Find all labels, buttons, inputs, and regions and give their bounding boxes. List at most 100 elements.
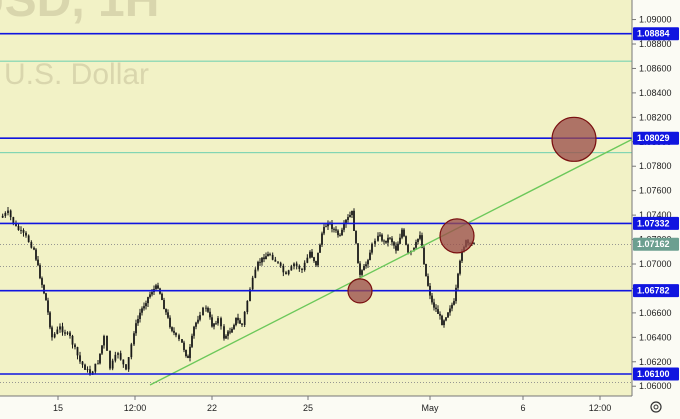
highlight-marker[interactable] [347,278,373,304]
time-axis-label: 15 [53,403,63,413]
candle-body [12,217,15,224]
candle-body [137,318,139,324]
candle-body [51,327,53,338]
candle-body [229,331,231,333]
candle-body [363,266,365,271]
candle-body [405,236,407,245]
candle-body [419,235,421,239]
gear-icon[interactable] [650,401,662,413]
level-price-tag-label: 1.06100 [637,369,670,379]
candle-body [147,297,149,304]
candle-body [195,322,197,327]
candle-body [293,263,295,267]
candle-body [181,339,183,343]
candle-body [383,240,385,242]
candle-body [163,299,165,310]
time-axis: 15 12:00 22 25 May 6 12:00 [53,396,611,413]
candle-body [361,270,363,275]
highlight-marker[interactable] [439,218,475,254]
candle-body [235,317,237,326]
candle-body [209,311,211,318]
price-series [1,207,475,376]
candle-body [323,226,325,234]
candle-body [215,323,217,325]
candle-body [327,223,329,227]
candle-body [99,353,101,364]
candle-body [130,344,133,358]
candle-body [423,247,425,265]
price-axis-label: 1.08200 [639,112,672,122]
candle-body [213,323,215,327]
candle-body [359,263,361,275]
candle-body [417,238,419,243]
price-axis-label: 1.07400 [639,210,672,220]
candle-body [457,273,459,288]
candle-body [185,349,187,357]
candle-body [295,263,298,266]
candle-body [139,312,141,319]
time-axis-label: 12:00 [589,403,612,413]
candle-body [453,301,455,305]
candle-body [335,229,337,231]
trendline[interactable] [149,138,633,386]
candle-body [15,223,17,227]
price-axis-label: 1.06000 [639,381,672,391]
candle-body [91,371,94,375]
level-price-tag [633,367,679,381]
candle-body [391,238,393,243]
candle-body [125,364,127,370]
candle-body [243,311,246,325]
candle-body [257,261,259,270]
candle-body [4,213,7,216]
candle-body [223,326,225,339]
candle-body [269,254,271,255]
candle-body [84,364,86,370]
candle-body [249,289,251,302]
candle-body [241,323,243,325]
candle-body [263,257,265,260]
candle-body [64,332,66,334]
current-price-tag [633,237,679,251]
candle-body [303,262,306,270]
candle-body [277,261,279,263]
price-axis-label: 1.07800 [639,161,672,171]
candle-body [122,359,125,365]
price-axis-label: 1.06600 [639,308,672,318]
candle-body [45,293,47,301]
candle-body [33,247,35,250]
candle-body [455,287,457,302]
candle-body [433,302,435,308]
thin-levels [0,60,632,154]
candle-body [306,257,309,263]
candle-body [451,304,453,309]
candle-body [347,217,349,220]
candle-body [106,335,108,351]
candle-body [193,326,195,336]
candle-body [71,335,74,345]
candle-body [311,251,313,258]
candle-body [246,301,249,312]
candle-body [101,345,103,354]
candle-body [25,232,27,236]
candle-body [345,219,347,225]
candle-body [169,317,171,328]
candle-body [43,284,45,294]
candle-body [109,350,111,369]
candle-body [173,330,175,333]
candle-body [119,353,122,360]
candle-body [225,335,227,339]
candle-body [343,224,345,230]
candle-body [161,293,163,300]
price-axis-label: 1.06200 [639,357,672,367]
candle-body [151,292,153,295]
candle-body [401,229,403,238]
candle-body [199,315,201,320]
candle-body [259,261,261,263]
highlight-marker[interactable] [551,116,597,162]
candle-body [357,243,359,264]
time-axis-label: 22 [207,403,217,413]
candle-body [385,240,387,243]
candle-body [191,335,193,347]
candle-body [187,356,189,358]
